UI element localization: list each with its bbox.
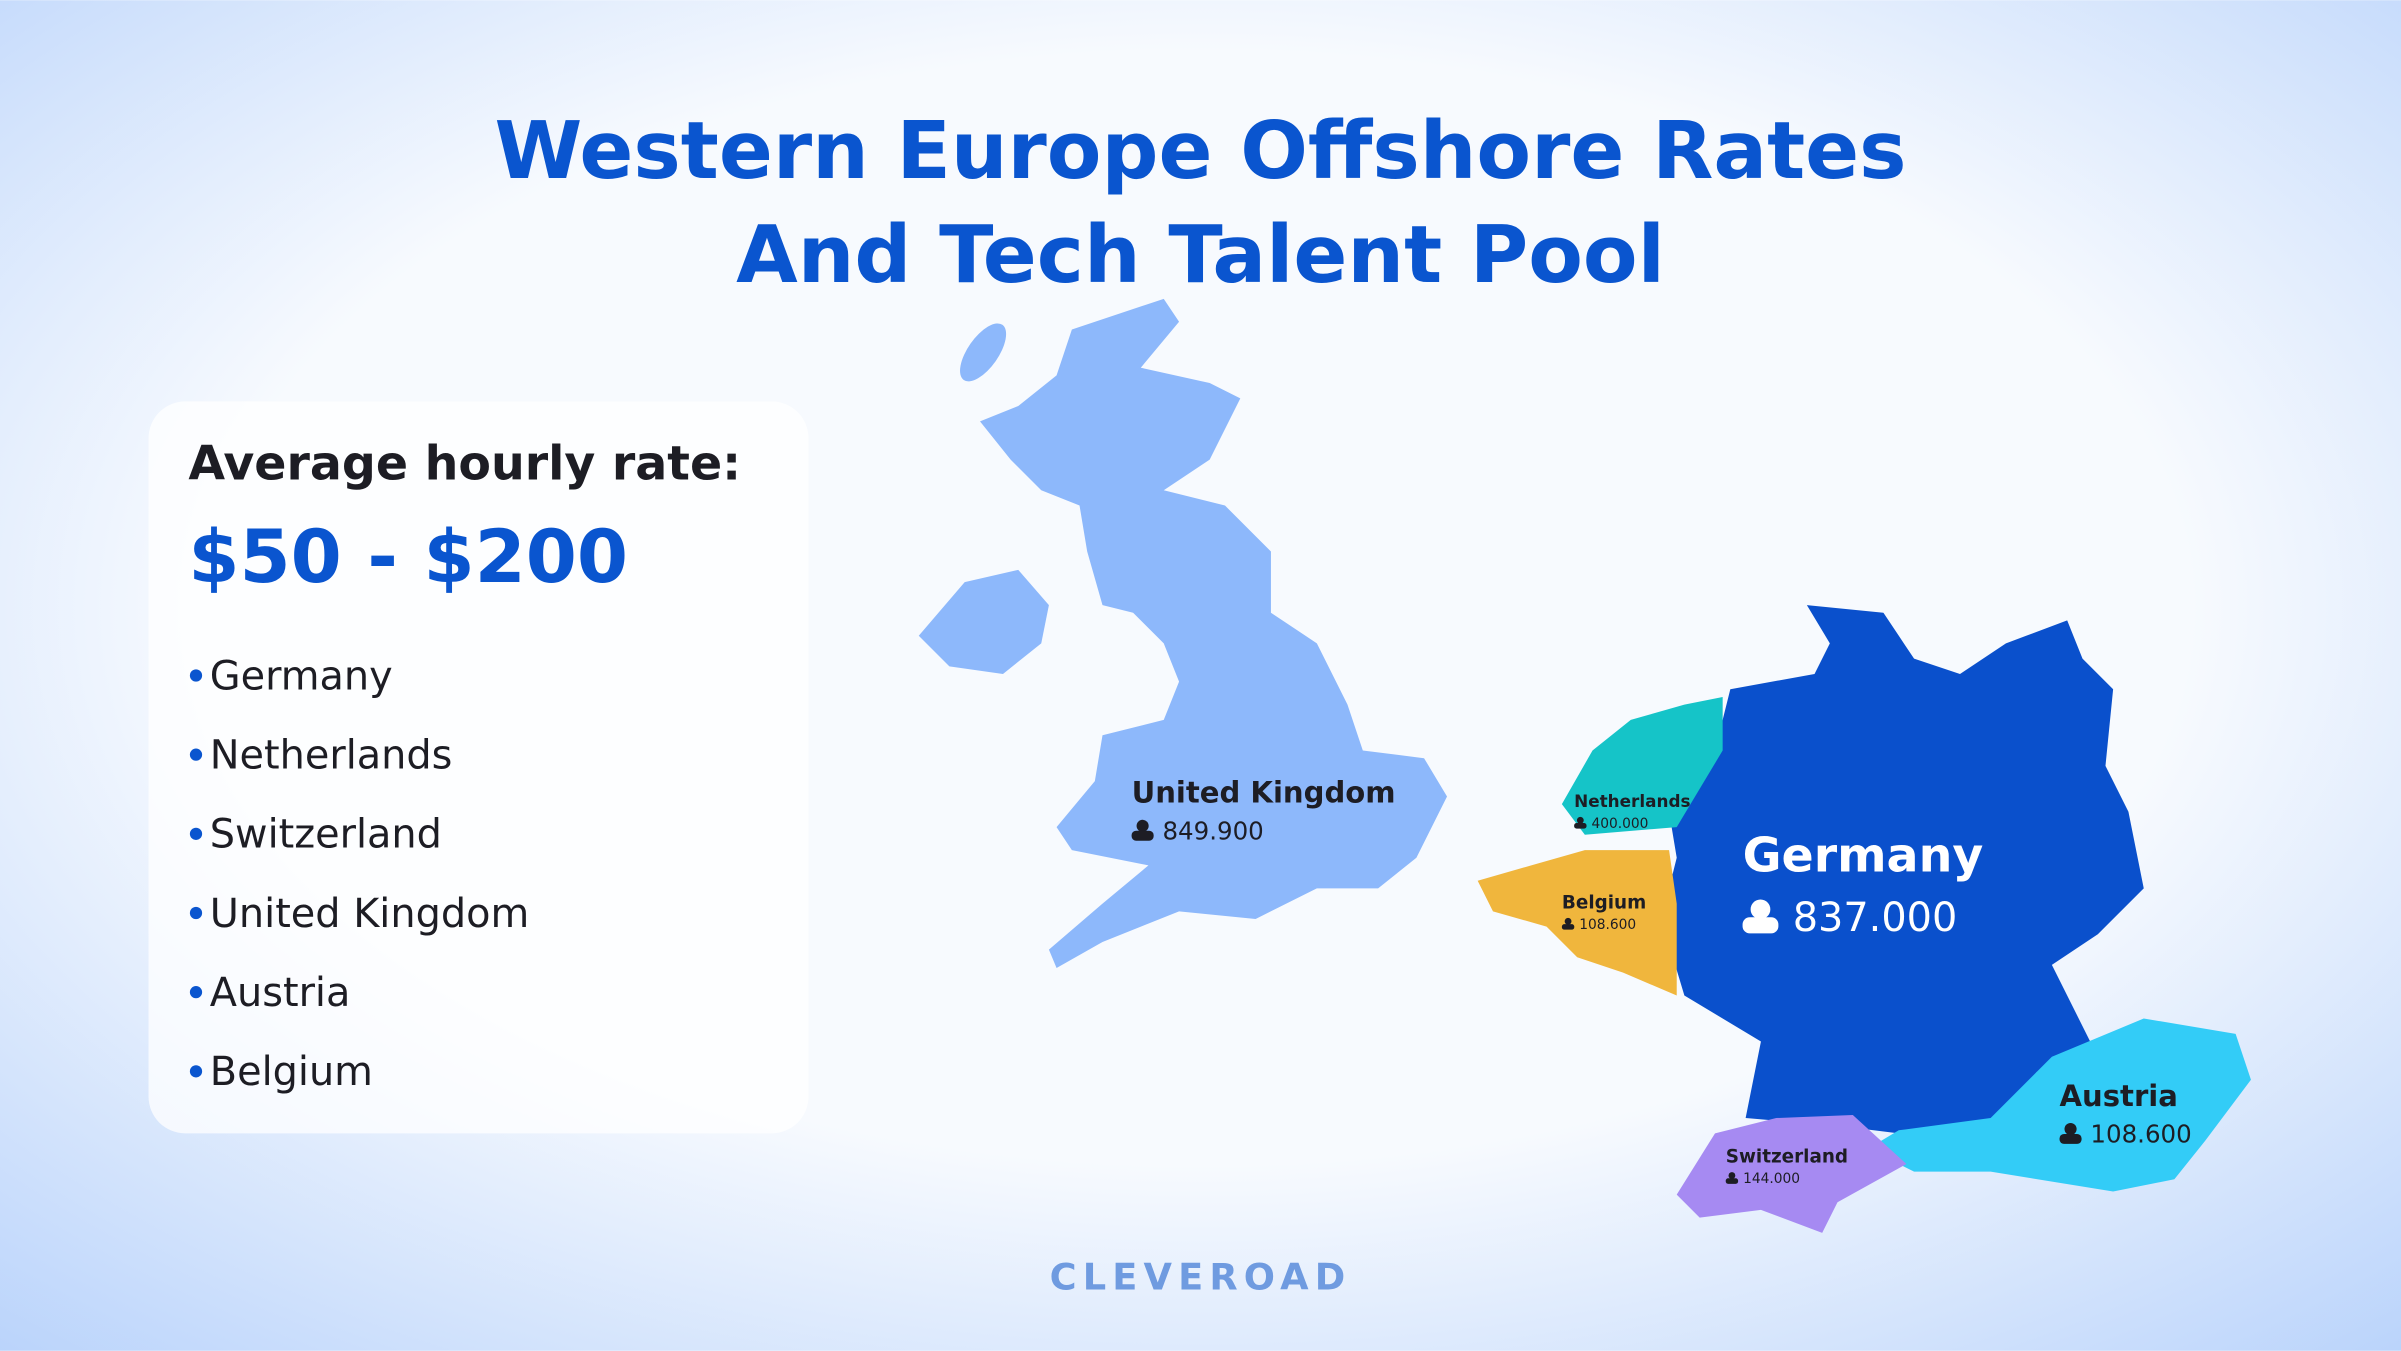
netherlands-shape bbox=[1561, 696, 1723, 835]
person-icon bbox=[1574, 823, 1587, 829]
austria-shape bbox=[1868, 1018, 2251, 1192]
region-name: Austria bbox=[2060, 1079, 2178, 1113]
list-item: Germany bbox=[210, 653, 393, 699]
person-icon bbox=[1576, 816, 1584, 824]
bullet bbox=[189, 748, 203, 761]
region-talent: 837.000 bbox=[1793, 895, 1958, 941]
bullet bbox=[189, 827, 203, 840]
region-name: Switzerland bbox=[1726, 1146, 1848, 1167]
germany-shape bbox=[1661, 605, 2144, 1134]
switzerland-shape bbox=[1676, 1114, 1907, 1233]
region-talent: 144.000 bbox=[1743, 1171, 1800, 1187]
region-talent: 400.000 bbox=[1591, 816, 1648, 832]
region-talent: 849.900 bbox=[1162, 816, 1263, 845]
person-icon bbox=[1564, 917, 1572, 925]
card-heading: Average hourly rate: bbox=[188, 437, 741, 492]
list-item: Netherlands bbox=[210, 732, 453, 778]
person-icon bbox=[2059, 1133, 2082, 1144]
region-name: United Kingdom bbox=[1132, 776, 1396, 810]
map-labels: United Kingdom 849.900 Netherlands 400.000 B… bbox=[1131, 776, 2192, 1187]
region-name: Germany bbox=[1743, 828, 1984, 883]
map bbox=[918, 298, 2251, 1233]
island-shape bbox=[960, 323, 1007, 382]
person-icon bbox=[1742, 917, 1779, 934]
uk-shape bbox=[980, 298, 1448, 968]
person-icon bbox=[1561, 924, 1575, 930]
logo: CLEVEROAD bbox=[1050, 1256, 1352, 1299]
region-name: Belgium bbox=[1562, 892, 1646, 913]
list-item: Austria bbox=[210, 970, 351, 1016]
region-name: Netherlands bbox=[1574, 791, 1690, 811]
title-line: And Tech Talent Pool bbox=[736, 208, 1665, 301]
person-icon bbox=[1131, 830, 1154, 841]
list-item: Belgium bbox=[210, 1049, 373, 1095]
list-item: Switzerland bbox=[210, 812, 442, 858]
country-list: Germany Netherlands Switzerland United King… bbox=[189, 653, 529, 1095]
list-item: United Kingdom bbox=[210, 891, 529, 937]
region-talent: 108.600 bbox=[2090, 1120, 2191, 1149]
bullet bbox=[189, 986, 203, 999]
belgium-shape bbox=[1477, 850, 1677, 996]
person-icon bbox=[1136, 819, 1149, 832]
bullet bbox=[189, 669, 203, 682]
person-icon bbox=[1750, 899, 1771, 920]
region-talent: 108.600 bbox=[1579, 917, 1636, 933]
ireland-shape bbox=[918, 569, 1049, 674]
bullet bbox=[189, 906, 203, 920]
bullet bbox=[189, 1065, 203, 1078]
person-icon bbox=[1728, 1172, 1736, 1179]
person-icon bbox=[1725, 1178, 1739, 1184]
rate-card bbox=[148, 401, 809, 1134]
title-line: Western Europe Offshore Rates bbox=[494, 104, 1906, 197]
person-icon bbox=[2064, 1122, 2077, 1136]
rate-range: $50 - $200 bbox=[188, 515, 628, 600]
